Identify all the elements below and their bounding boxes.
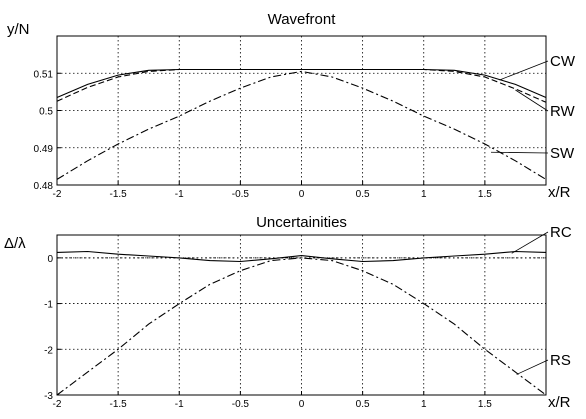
y-tick-label: -2 xyxy=(44,345,53,356)
x-tick-label: -2 xyxy=(53,189,62,200)
x-tick-label: 0.5 xyxy=(356,399,370,410)
x-tick-label: 1 xyxy=(421,399,427,410)
series-line-rs xyxy=(56,257,547,396)
x-tick-label: -2 xyxy=(53,399,62,410)
y-tick-label: -1 xyxy=(44,300,53,311)
x-tick-label: -1.5 xyxy=(110,189,128,200)
chart-title: Wavefront xyxy=(268,11,337,28)
x-tick-label: 0 xyxy=(299,399,305,410)
chart-panel-2: Uncertainities Δ/λ x/R -2 -1.5 -1 -0.5 0 0.5 1 1.5… xyxy=(4,214,572,411)
series-line-rc xyxy=(56,250,547,263)
series-label-leader xyxy=(499,60,549,81)
x-tick-label: -1 xyxy=(175,399,184,410)
plot-frame xyxy=(56,35,547,186)
x-tick-label: -1.5 xyxy=(110,399,128,410)
x-tick-label: -0.5 xyxy=(232,189,250,200)
chart-title: Uncertainities xyxy=(256,214,347,231)
y-axis-label: y/N xyxy=(7,21,30,38)
y-tick-label: -3 xyxy=(44,391,53,402)
x-tick-label: 1.5 xyxy=(478,399,492,410)
y-tick-label: 0.5 xyxy=(39,107,53,118)
plot-frame xyxy=(56,234,547,396)
series-label-leader xyxy=(515,89,549,112)
y-tick-label: 0.49 xyxy=(34,144,54,155)
x-axis-label: x/R xyxy=(548,184,571,201)
y-tick-label: 0 xyxy=(47,254,53,265)
series-line-cw xyxy=(56,68,547,99)
series-label-sw: SW xyxy=(550,145,575,162)
x-axis-label: x/R xyxy=(548,394,571,411)
x-tick-label: -1 xyxy=(175,189,184,200)
x-tick-label: -0.5 xyxy=(232,399,250,410)
series-label-rw: RW xyxy=(550,103,576,120)
x-tick-label: 0 xyxy=(299,189,305,200)
x-tick-label: 0.5 xyxy=(356,189,370,200)
series-label-leader xyxy=(490,151,549,154)
y-tick-label: 0.51 xyxy=(34,69,54,80)
x-tick-label: 1.5 xyxy=(478,189,492,200)
series-label-leader xyxy=(516,359,549,375)
series-label-rc: RC xyxy=(550,224,572,241)
series-label-leader xyxy=(511,231,549,254)
y-axis-label: Δ/λ xyxy=(4,235,26,252)
series-label-cw: CW xyxy=(550,53,576,70)
series-line-rw xyxy=(56,68,547,103)
series-label-rs: RS xyxy=(550,352,571,369)
x-tick-label: 1 xyxy=(421,189,427,200)
y-tick-label: 0.48 xyxy=(34,181,54,192)
series-line-sw xyxy=(56,70,547,180)
